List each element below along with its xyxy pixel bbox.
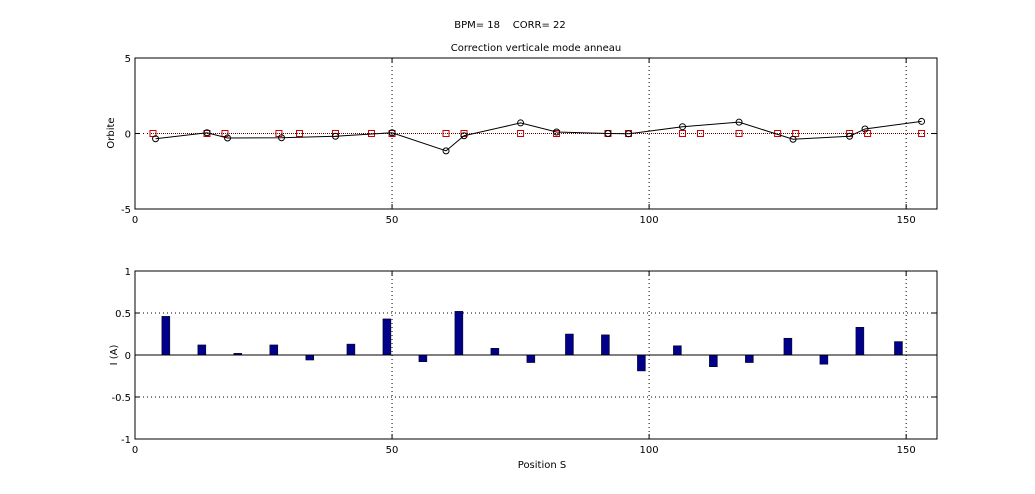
current-bar xyxy=(565,333,574,356)
current-xtick-label: 100 xyxy=(640,445,659,456)
orbit-point xyxy=(679,123,687,131)
orbit-target-point xyxy=(296,130,304,137)
current-bar xyxy=(601,334,610,356)
current-bar xyxy=(454,311,464,356)
orbit-axes: Correction verticale mode anneau Orbite … xyxy=(106,43,938,226)
current-bar xyxy=(673,345,682,356)
orbit-point xyxy=(846,132,854,140)
current-xtick-label: 150 xyxy=(897,445,916,456)
current-ylabel: I (A) xyxy=(109,345,120,366)
orbit-target-point xyxy=(517,130,525,137)
orbit-point xyxy=(553,128,561,136)
orbit-ytick-label: 5 xyxy=(125,54,131,65)
orbit-xtick-label: 0 xyxy=(132,215,138,226)
orbit-point xyxy=(332,132,339,140)
orbit-target-point xyxy=(792,130,800,137)
orbit-ytick-label: 0 xyxy=(125,130,131,141)
orbit-point xyxy=(152,135,160,143)
current-bar xyxy=(783,337,793,356)
figure-title: BPM= 18 CORR= 22 xyxy=(454,20,566,31)
orbit-chart-title: Correction verticale mode anneau xyxy=(451,43,622,54)
current-bar xyxy=(745,354,754,363)
current-bar xyxy=(855,327,865,356)
current-xtick-label: 50 xyxy=(386,445,399,456)
current-bar xyxy=(637,354,646,372)
current-ytick-label: 1 xyxy=(125,267,131,278)
orbit-point xyxy=(861,125,869,133)
current-bar xyxy=(526,354,536,363)
current-bar xyxy=(161,316,171,356)
orbit-point xyxy=(388,129,396,137)
orbit-series-line xyxy=(155,120,922,152)
current-ytick-label: -0.5 xyxy=(111,393,131,404)
orbit-xtick-label: 50 xyxy=(386,215,399,226)
orbit-point xyxy=(278,134,286,142)
current-bar xyxy=(305,354,315,361)
orbit-xtick-label: 150 xyxy=(897,215,916,226)
orbit-target-point xyxy=(460,130,468,137)
current-bar xyxy=(382,318,392,356)
orbit-xtick-label: 100 xyxy=(640,215,659,226)
current-ytick-label: 0.5 xyxy=(115,309,131,320)
current-bar xyxy=(197,344,207,356)
orbit-target-point xyxy=(697,130,705,137)
orbit-target-point xyxy=(442,130,450,137)
current-bar xyxy=(819,354,829,365)
orbit-ytick-label: -5 xyxy=(121,205,131,216)
current-xtick-label: 0 xyxy=(132,445,138,456)
current-xlabel: Position S xyxy=(518,460,566,471)
current-bar xyxy=(894,341,903,356)
orbit-point xyxy=(442,147,450,155)
current-bar xyxy=(709,354,718,368)
orbit-point xyxy=(604,130,612,137)
current-axes: I (A) Position S 0 50 100 150 -1 -0.5 0 0.5 1 xyxy=(109,267,938,471)
orbit-ylabel: Orbite xyxy=(106,117,117,148)
current-bar xyxy=(269,344,279,356)
orbit-point xyxy=(517,119,525,127)
orbit-point xyxy=(203,129,211,137)
orbit-point xyxy=(735,118,743,126)
orbit-point xyxy=(625,130,633,138)
current-bar xyxy=(418,354,428,362)
current-bar xyxy=(490,348,500,356)
current-ytick-label: 0 xyxy=(125,351,131,362)
current-ytick-label: -1 xyxy=(121,435,131,446)
orbit-point xyxy=(460,132,468,140)
orbit-target-point xyxy=(735,130,743,137)
current-bar xyxy=(346,343,356,356)
orbit-target-point xyxy=(918,130,926,137)
orbit-point xyxy=(789,135,797,143)
orbit-target-point xyxy=(679,130,687,137)
orbit-point xyxy=(224,134,232,142)
orbit-point xyxy=(918,117,926,125)
